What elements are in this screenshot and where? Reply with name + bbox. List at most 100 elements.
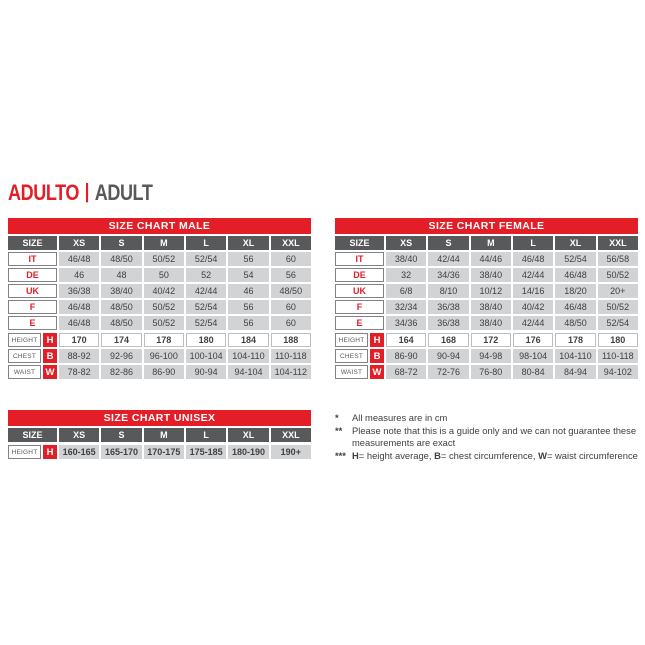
size-value: 54 (228, 268, 269, 282)
size-value: 46/48 (512, 252, 554, 266)
size-value: 42/44 (185, 284, 227, 298)
column-header-xs: XS (59, 236, 100, 250)
region-label: F (8, 300, 57, 314)
column-header-xxl: XXL (270, 428, 311, 442)
measure-value: 168 (428, 333, 469, 347)
size-value: 50/52 (143, 300, 184, 314)
size-value: 46 (228, 284, 269, 298)
measure-label: HEIGHT H (8, 445, 57, 459)
size-value: 36/38 (428, 300, 469, 314)
size-value: 46/48 (555, 268, 596, 282)
measure-row-height: HEIGHT H 170 174 178 180 184 188 (8, 333, 311, 347)
table-header-row: SIZE XS S M L XL XXL (8, 428, 311, 442)
size-value: 38/40 (470, 300, 511, 314)
size-value: 32 (386, 268, 427, 282)
size-value: 56 (228, 300, 269, 314)
measure-value: 180 (185, 333, 227, 347)
region-row-de: DE 46 48 50 52 54 56 (8, 268, 311, 282)
size-value: 50/52 (597, 268, 638, 282)
column-header-m: M (143, 428, 184, 442)
table-header-row: SIZE XS S M L XL XXL (8, 236, 311, 250)
size-value: 38/40 (470, 268, 511, 282)
column-header-l: L (185, 428, 227, 442)
size-value: 56 (228, 316, 269, 330)
region-label: UK (8, 284, 57, 298)
measure-letter-badge: H (43, 445, 57, 459)
size-value: 46 (59, 268, 100, 282)
column-header-xl: XL (228, 428, 269, 442)
size-value: 56/58 (597, 252, 638, 266)
measure-value: 68-72 (386, 365, 427, 379)
column-header-s: S (428, 236, 469, 250)
region-row-it: IT 38/40 42/44 44/46 46/48 52/54 56/58 (335, 252, 638, 266)
footnote-marker: ** (335, 425, 343, 436)
size-column-header: SIZE (8, 236, 57, 250)
measure-name: WAIST (335, 365, 368, 379)
measure-rows: HEIGHT H 170 174 178 180 184 188 CHEST B 88-92 92-9… (8, 333, 311, 379)
measure-value: 190+ (270, 445, 311, 459)
footnote: ** Please note that this is a guide only … (335, 425, 645, 449)
column-header-xs: XS (59, 428, 100, 442)
measure-value: 165-170 (101, 445, 142, 459)
footnote-text: All measures are in cm (352, 412, 448, 423)
footnote-marker: *** (335, 450, 346, 461)
size-value: 50/52 (143, 316, 184, 330)
footnotes: * All measures are in cm ** Please note tha… (335, 412, 645, 462)
size-value: 48/50 (101, 316, 142, 330)
size-value: 42/44 (512, 268, 554, 282)
measure-value: 78-82 (59, 365, 100, 379)
size-value: 60 (270, 316, 311, 330)
column-header-xxl: XXL (270, 236, 311, 250)
table-title-bar: SIZE CHART FEMALE (335, 218, 638, 234)
size-value: 48/50 (270, 284, 311, 298)
region-label: E (335, 316, 384, 330)
measure-row-chest: CHEST B 86-90 90-94 94-98 98-104 104-110 110-11… (335, 349, 638, 363)
region-label: UK (335, 284, 384, 298)
size-value: 10/12 (470, 284, 511, 298)
region-label: IT (8, 252, 57, 266)
page-title-english: ADULT (94, 180, 153, 205)
footnote: *** H= height average, B= chest circumfer… (335, 450, 645, 462)
size-value: 20+ (597, 284, 638, 298)
region-row-it: IT 46/48 48/50 50/52 52/54 56 60 (8, 252, 311, 266)
column-header-s: S (101, 236, 142, 250)
measure-value: 104-110 (228, 349, 269, 363)
region-label: F (335, 300, 384, 314)
measure-value: 170 (59, 333, 100, 347)
measure-value: 160-165 (59, 445, 100, 459)
region-row-e: E 46/48 48/50 50/52 52/54 56 60 (8, 316, 311, 330)
size-column-header: SIZE (335, 236, 384, 250)
size-value: 60 (270, 252, 311, 266)
measure-row-height: HEIGHT H 164 168 172 176 178 180 (335, 333, 638, 347)
region-label: DE (8, 268, 57, 282)
table-header-row: SIZE XS S M L XL XXL (335, 236, 638, 250)
table-title-bar: SIZE CHART MALE (8, 218, 311, 234)
size-value: 52/54 (555, 252, 596, 266)
measure-letter-badge: B (370, 349, 384, 363)
measure-value: 175-185 (185, 445, 227, 459)
measure-value: 104-110 (555, 349, 596, 363)
measure-value: 170-175 (143, 445, 184, 459)
size-value: 50/52 (597, 300, 638, 314)
measure-name: HEIGHT (8, 445, 41, 459)
measure-value: 176 (512, 333, 554, 347)
region-label: E (8, 316, 57, 330)
measure-value: 94-104 (228, 365, 269, 379)
measure-value: 90-94 (185, 365, 227, 379)
measure-value: 180 (597, 333, 638, 347)
measure-value: 110-118 (597, 349, 638, 363)
column-header-l: L (512, 236, 554, 250)
measure-value: 178 (555, 333, 596, 347)
size-value: 40/42 (512, 300, 554, 314)
measure-letter-badge: H (370, 333, 384, 347)
size-value: 6/8 (386, 284, 427, 298)
measure-name: CHEST (8, 349, 41, 363)
measure-label: WAIST W (8, 365, 57, 379)
size-value: 46/48 (59, 300, 100, 314)
measure-value: 188 (270, 333, 311, 347)
size-value: 56 (228, 252, 269, 266)
measure-letter-badge: H (43, 333, 57, 347)
footnote-text: Please note that this is a guide only an… (352, 425, 637, 448)
size-value: 8/10 (428, 284, 469, 298)
